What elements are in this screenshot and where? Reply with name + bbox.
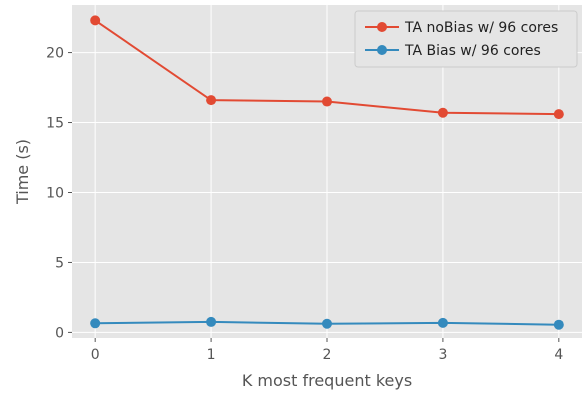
- legend-box: [354, 10, 578, 68]
- x-tick-label: 0: [91, 347, 100, 363]
- series-1: [90, 316, 564, 330]
- data-point: [322, 318, 332, 329]
- y-tick-label: 10: [46, 185, 64, 201]
- y-axis-label: Time (s): [13, 139, 32, 205]
- x-tick-label: 2: [323, 347, 332, 363]
- legend: TA noBias w/ 96 cores TA Bias w/ 96 cores: [354, 10, 578, 68]
- legend-label: TA noBias w/ 96 cores: [404, 20, 558, 36]
- legend-marker: [377, 45, 387, 55]
- series-layer: [90, 15, 564, 330]
- series-0: [90, 15, 564, 120]
- data-point: [90, 15, 101, 26]
- y-tick-label: 0: [55, 325, 64, 341]
- data-point: [553, 109, 564, 120]
- data-point: [206, 95, 217, 106]
- ticks: 0 1 2 3 4 0 5 10 15 20: [46, 46, 563, 363]
- x-tick-label: 1: [207, 347, 216, 363]
- data-point: [553, 319, 564, 330]
- x-axis-label: K most frequent keys: [242, 371, 412, 390]
- y-tick-label: 20: [46, 46, 64, 62]
- data-point: [437, 317, 448, 328]
- y-tick-label: 15: [46, 116, 64, 132]
- data-point: [90, 318, 101, 329]
- x-tick-label: 4: [554, 347, 563, 363]
- x-tick-label: 3: [438, 347, 447, 363]
- y-tick-label: 5: [55, 255, 64, 271]
- legend-marker: [377, 22, 387, 32]
- data-point: [206, 316, 217, 327]
- data-point: [322, 96, 332, 107]
- legend-label: TA Bias w/ 96 cores: [404, 43, 541, 59]
- data-point: [437, 107, 448, 118]
